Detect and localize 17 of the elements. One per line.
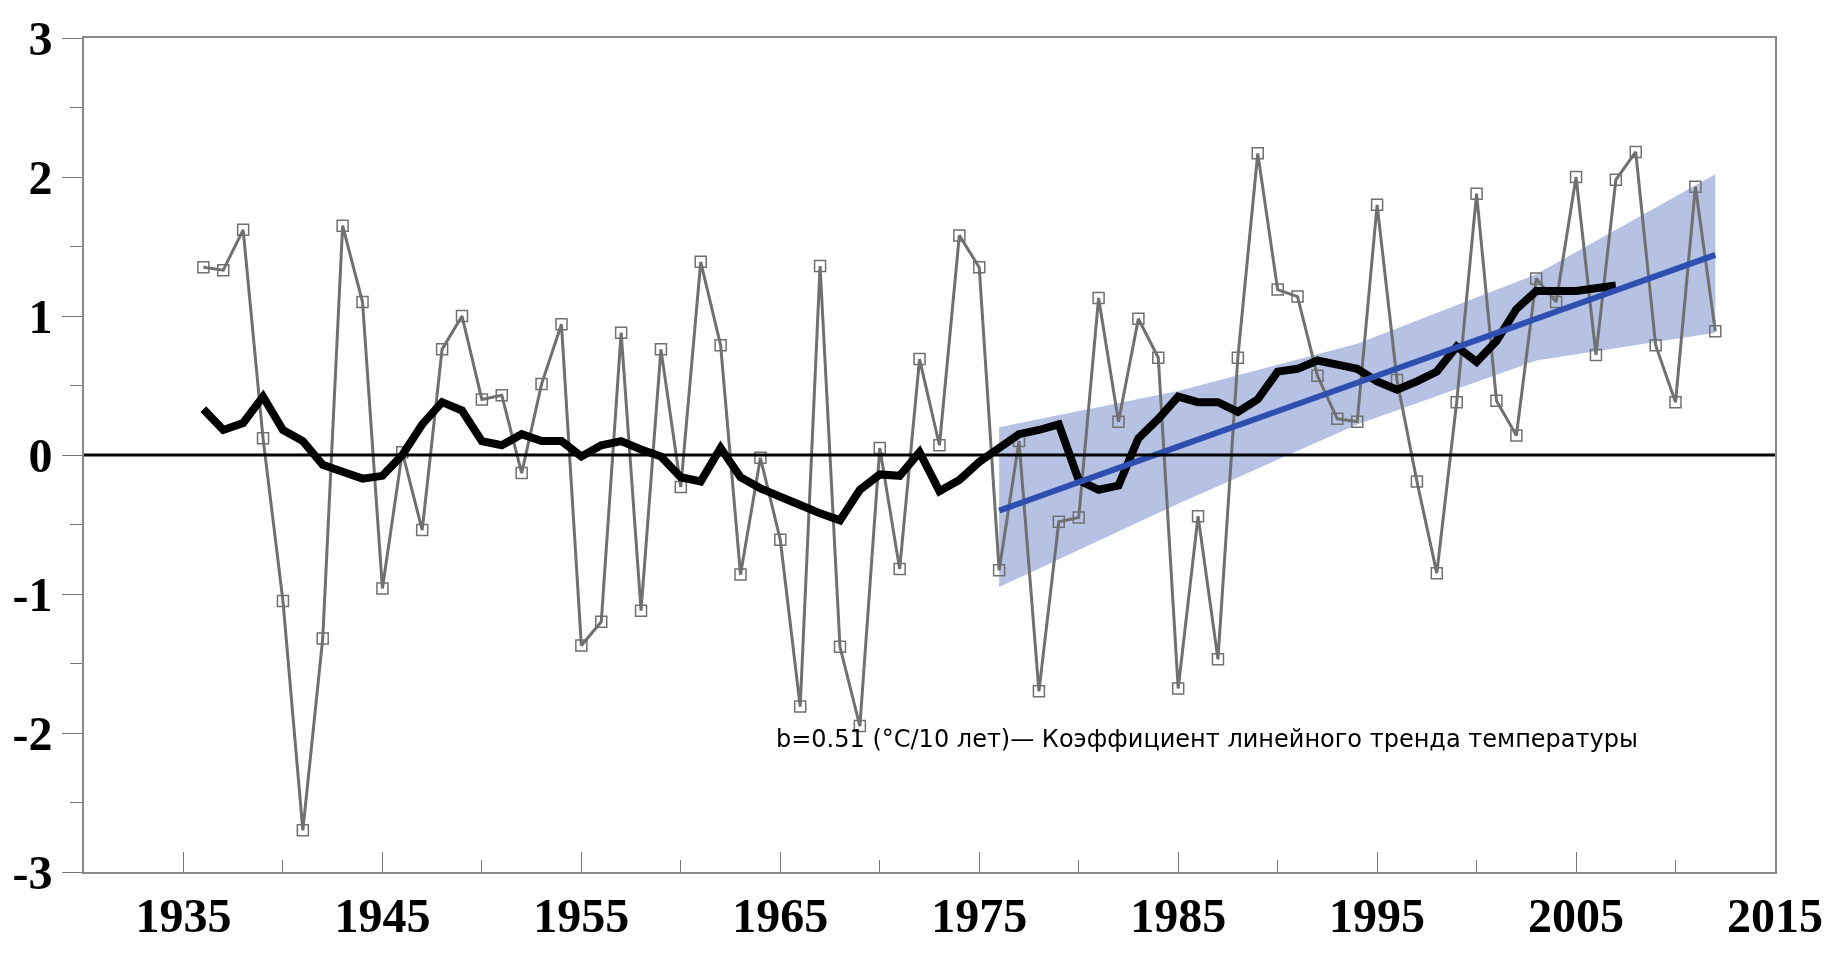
annotation: b=0.51 (°C/10 лет)— Коэффициент линейного тренда температуры [776,725,1638,753]
x-tick-label: 2005 [1528,888,1625,942]
y-tick-label: -3 [12,845,53,899]
y-tick-label: 3 [28,11,53,65]
x-tick-label: 1985 [1130,888,1227,942]
y-tick-label: -2 [12,706,53,760]
x-tick-label: 1955 [533,888,630,942]
y-tick-label: -1 [12,567,53,621]
x-tick-label: 2015 [1727,888,1823,942]
x-tick-label: 1965 [732,888,829,942]
x-tick-label: 1995 [1329,888,1426,942]
y-tick-label: 0 [28,428,53,482]
x-tick-label: 1935 [135,888,232,942]
y-tick-label: 1 [28,289,53,343]
x-tick-label: 1945 [334,888,431,942]
x-tick-label: 1975 [931,888,1028,942]
y-tick-label: 2 [28,150,53,204]
